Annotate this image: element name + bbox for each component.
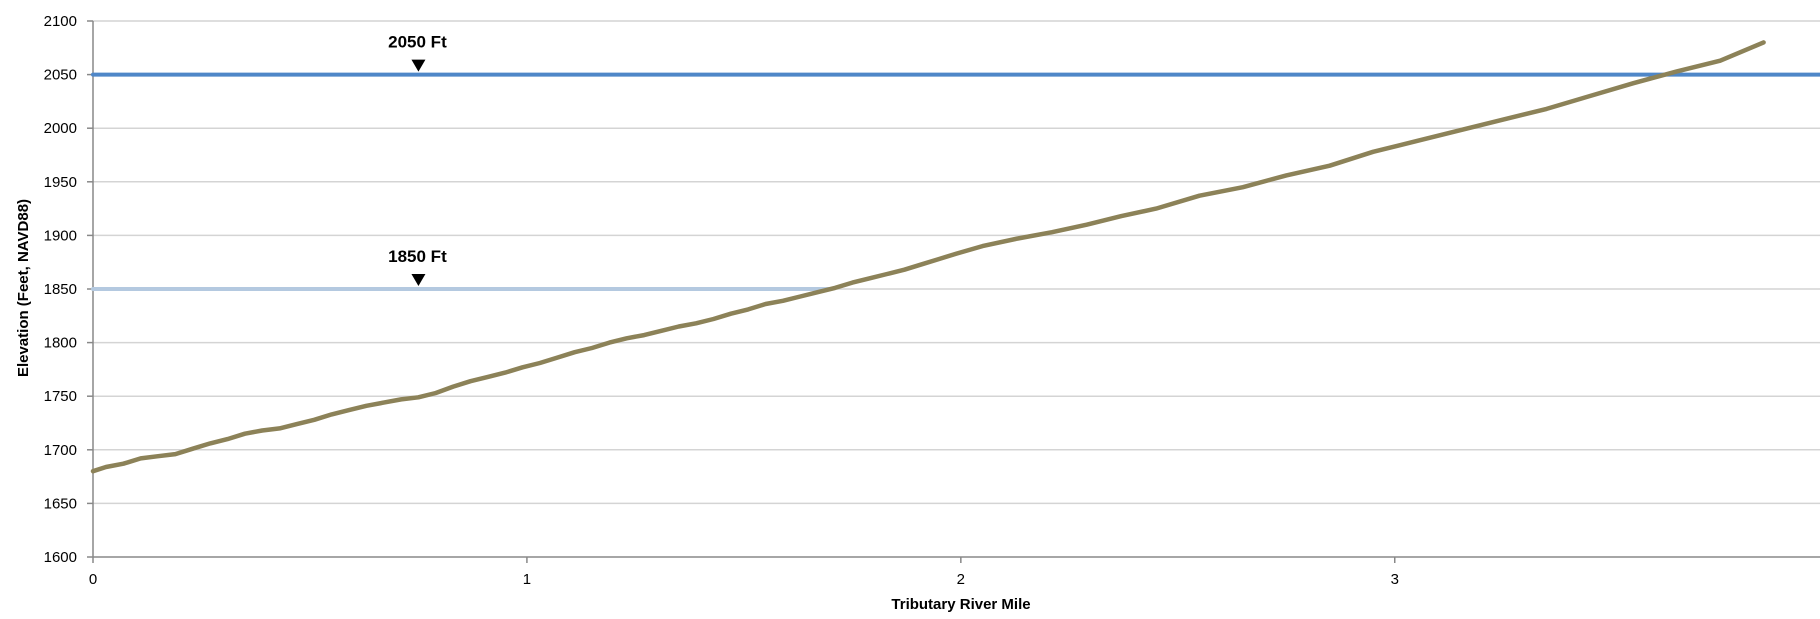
gridlines — [93, 20, 1820, 505]
series-lines — [90, 40, 1820, 474]
y-tick-label: 1850 — [44, 281, 77, 298]
y-tick-label: 1750 — [44, 388, 77, 405]
elevation-profile-line — [90, 40, 1766, 474]
x-tick-label: 1 — [523, 571, 531, 588]
down-triangle-icon — [411, 274, 426, 286]
y-tick-label: 1950 — [44, 174, 77, 191]
annotations: 2050 Ft 1850 Ft — [388, 33, 447, 286]
y-tick-label: 2050 — [44, 67, 77, 84]
water-level-label: 1850 Ft — [388, 247, 447, 266]
axes — [87, 20, 1820, 563]
x-tick-label: 0 — [89, 571, 97, 588]
y-tick-labels: 1600 1650 1700 1750 1800 1850 1900 1950 2000 2050… — [44, 13, 77, 566]
x-tick-labels: 0 1 2 3 — [89, 571, 1399, 588]
y-tick-label: 1600 — [44, 549, 77, 566]
y-tick-label: 1650 — [44, 495, 77, 512]
y-tick-label: 1700 — [44, 442, 77, 459]
water-level-label: 2050 Ft — [388, 33, 447, 52]
y-axis-title: Elevation (Feet, NAVD88) — [15, 199, 32, 377]
x-axis-title: Tributary River Mile — [891, 596, 1030, 613]
down-triangle-icon — [411, 59, 426, 72]
y-tick-label: 1900 — [44, 227, 77, 244]
y-tick-label: 2000 — [44, 120, 77, 137]
x-tick-label: 2 — [957, 571, 965, 588]
y-tick-label: 1800 — [44, 335, 77, 352]
x-tick-label: 3 — [1391, 571, 1399, 588]
y-tick-label: 2100 — [44, 13, 77, 30]
